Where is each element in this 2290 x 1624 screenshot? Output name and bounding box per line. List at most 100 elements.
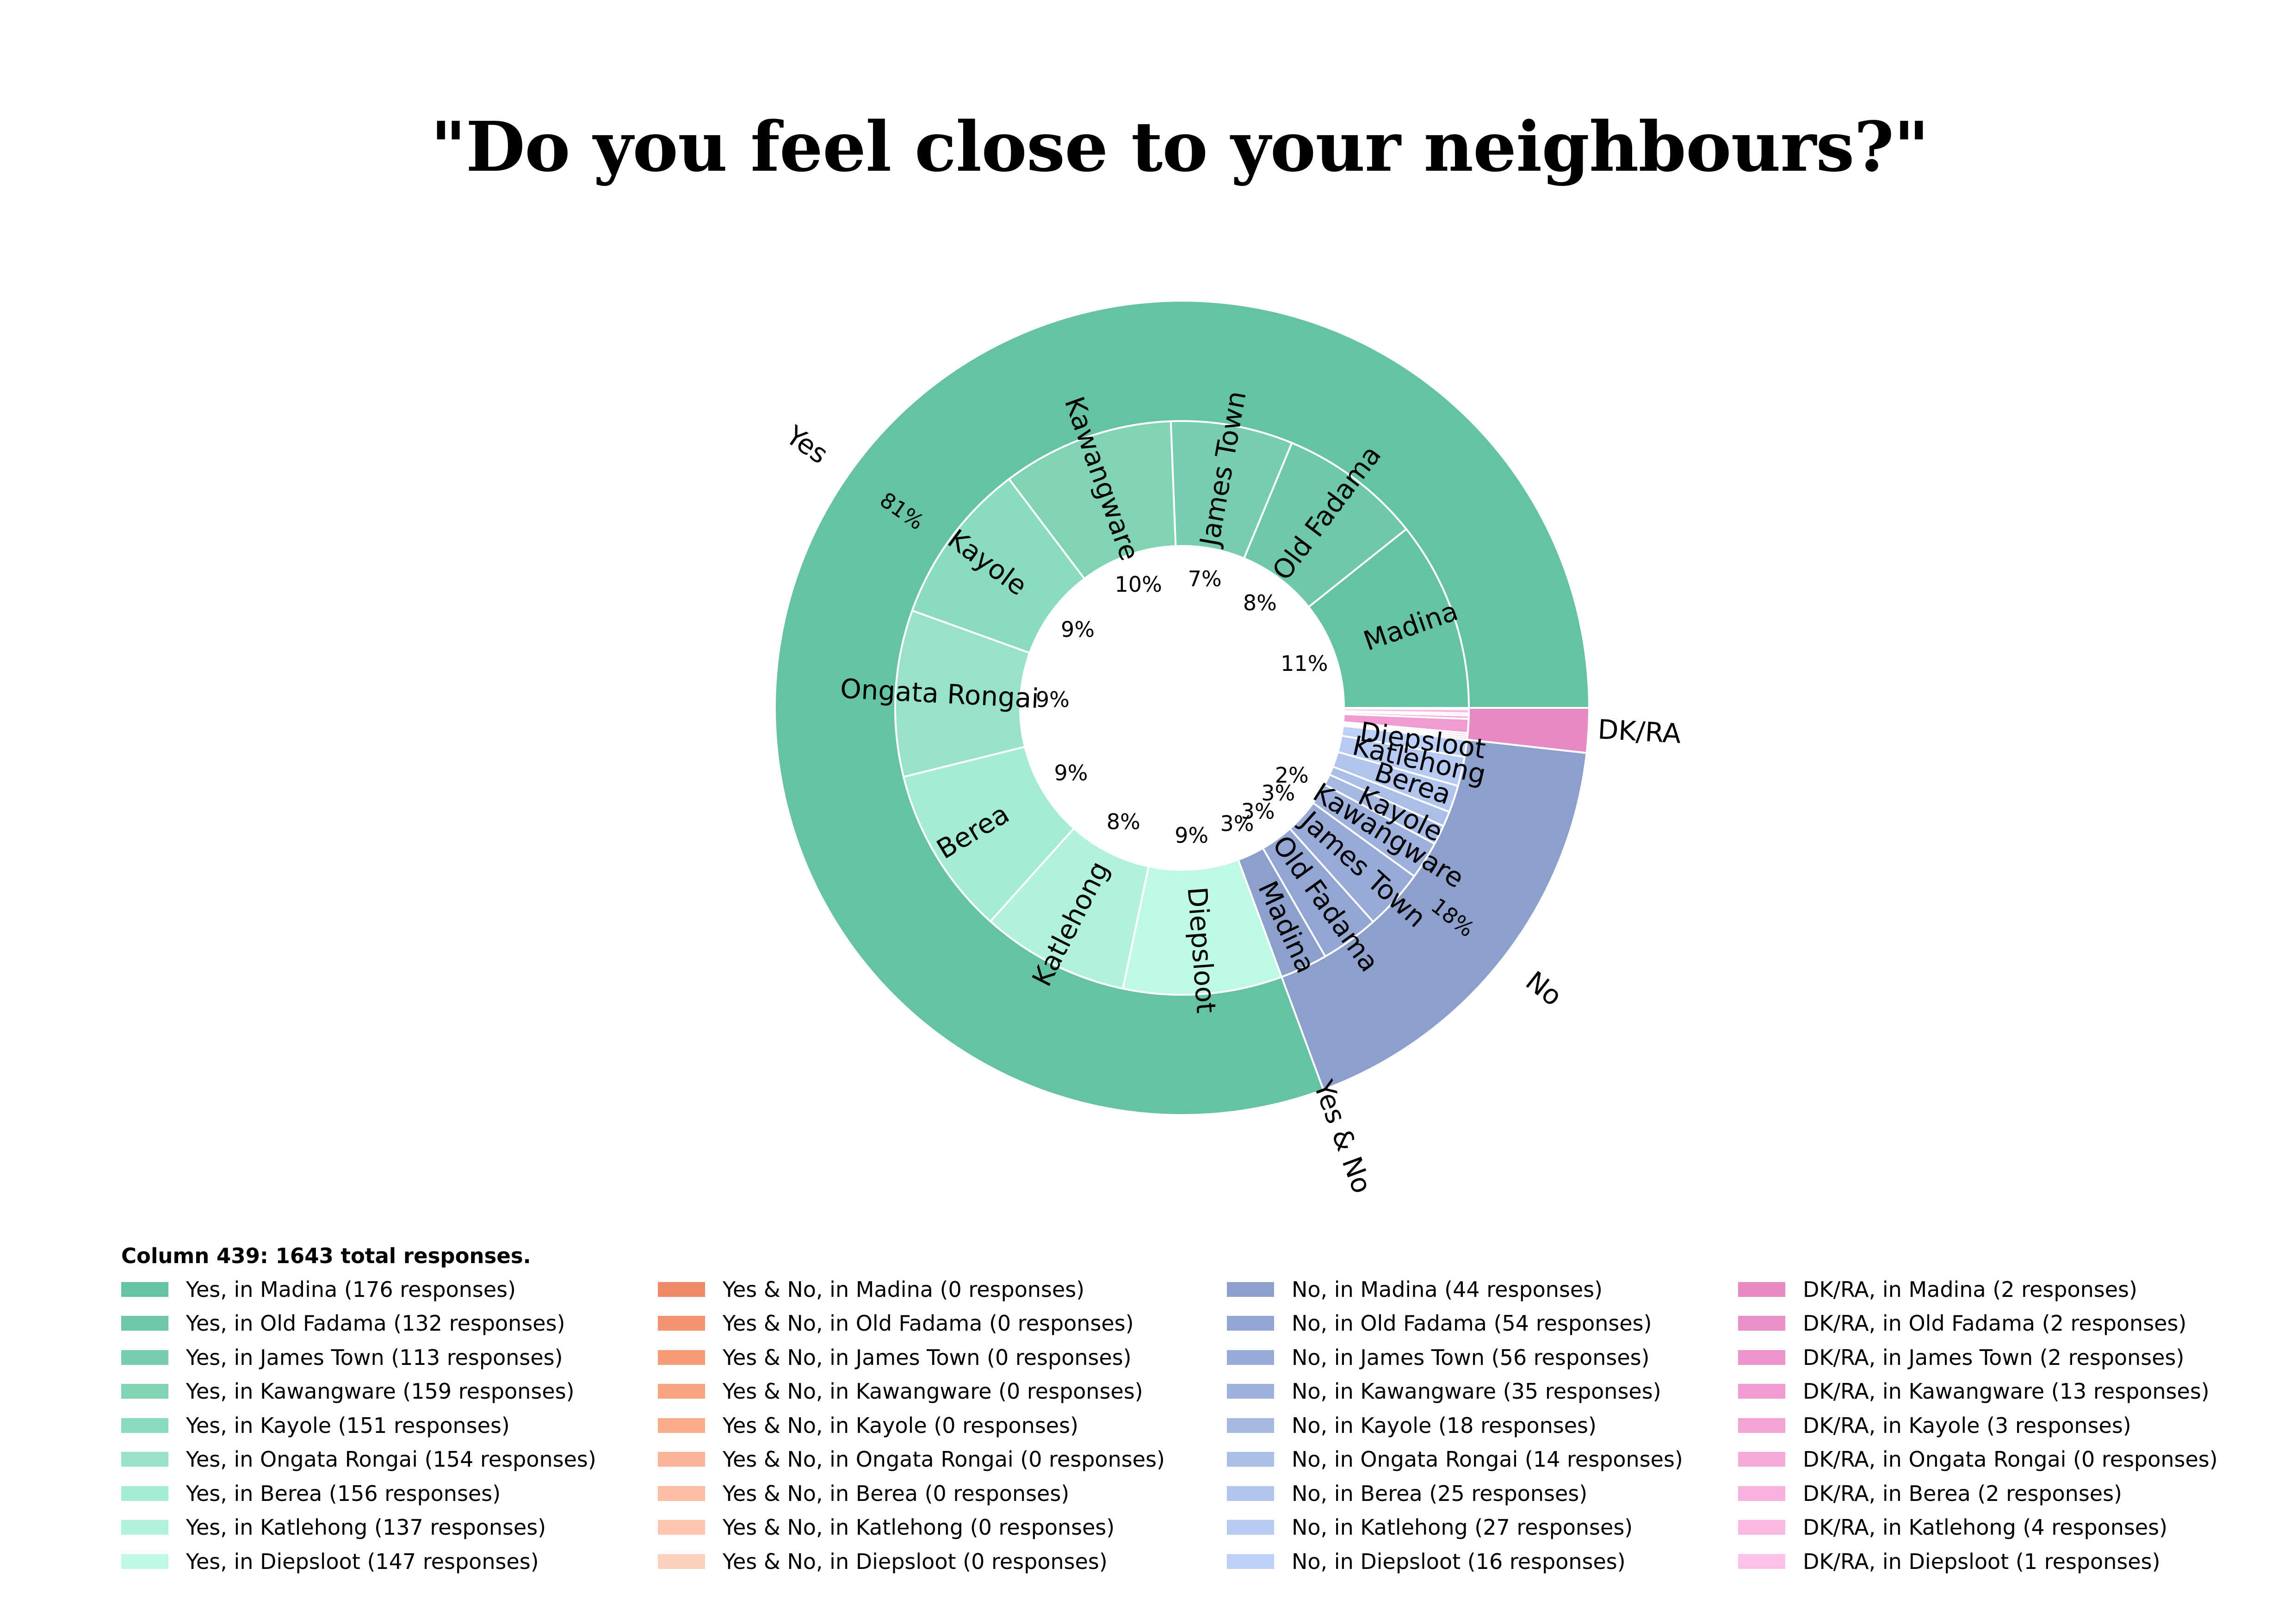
- legend-swatch: [1227, 1520, 1274, 1535]
- legend-label: Yes, in Ongata Rongai (154 responses): [186, 1447, 596, 1472]
- legend-item: Yes & No, in Ongata Rongai (0 responses): [658, 1443, 1204, 1477]
- legend-item: No, in Ongata Rongai (14 responses): [1227, 1443, 1773, 1477]
- group-label-yes: Yes: [780, 419, 834, 470]
- legend-swatch: [121, 1384, 168, 1399]
- legend-label: Yes & No, in James Town (0 responses): [723, 1345, 1132, 1370]
- legend-label: DK/RA, in Ongata Rongai (0 responses): [1803, 1447, 2218, 1472]
- outer-ring: [774, 300, 1591, 1116]
- legend-item: Yes, in Madina (176 responses): [121, 1272, 667, 1307]
- legend-item: DK/RA, in Madina (2 responses): [1738, 1272, 2284, 1307]
- legend-item: No, in Kayole (18 responses): [1227, 1408, 1773, 1443]
- legend-label: Yes & No, in Ongata Rongai (0 responses): [723, 1447, 1165, 1472]
- legend-swatch: [1738, 1486, 1785, 1501]
- legend-item: Yes & No, in Berea (0 responses): [658, 1476, 1204, 1511]
- legend-item: Yes, in Kayole (151 responses): [121, 1408, 667, 1443]
- legend-swatch: [1227, 1486, 1274, 1501]
- legend-item: Yes & No, in Kawangware (0 responses): [658, 1375, 1204, 1409]
- legend-swatch: [121, 1316, 168, 1331]
- legend-item: No, in Old Fadama (54 responses): [1227, 1307, 1773, 1341]
- legend-label: DK/RA, in Berea (2 responses): [1803, 1481, 2122, 1506]
- legend-label: No, in Katlehong (27 responses): [1292, 1515, 1633, 1540]
- legend-heading: Column 439: 1643 total responses.: [121, 1244, 531, 1268]
- legend-item: Yes & No, in Katlehong (0 responses): [658, 1511, 1204, 1545]
- legend-swatch: [121, 1452, 168, 1467]
- legend-item: Yes & No, in Old Fadama (0 responses): [658, 1307, 1204, 1341]
- legend-label: Yes & No, in Old Fadama (0 responses): [723, 1311, 1134, 1336]
- legend-label: No, in James Town (56 responses): [1292, 1345, 1650, 1370]
- legend-swatch: [1227, 1554, 1274, 1569]
- group-label-no: No: [1520, 965, 1568, 1012]
- legend-swatch: [1227, 1418, 1274, 1433]
- legend-swatch: [1227, 1316, 1274, 1331]
- legend-label: No, in Old Fadama (54 responses): [1292, 1311, 1652, 1336]
- legend-item: DK/RA, in Ongata Rongai (0 responses): [1738, 1443, 2284, 1477]
- legend-item: DK/RA, in Diepsloot (1 responses): [1738, 1544, 2284, 1579]
- legend-column-dk-ra: DK/RA, in Madina (2 responses) DK/RA, in …: [1738, 1272, 2284, 1579]
- legend-item: DK/RA, in Berea (2 responses): [1738, 1476, 2284, 1511]
- legend-swatch: [658, 1384, 705, 1399]
- inner-slice-yes-kawangware: [1008, 420, 1177, 580]
- legend-label: DK/RA, in Diepsloot (1 responses): [1803, 1549, 2160, 1574]
- legend-item: No, in Madina (44 responses): [1227, 1272, 1773, 1307]
- legend-label: Yes & No, in Berea (0 responses): [723, 1481, 1070, 1506]
- legend-item: Yes, in Kawangware (159 responses): [121, 1375, 667, 1409]
- inner-ring: [894, 420, 1470, 996]
- legend-column-no: No, in Madina (44 responses) No, in Old F…: [1227, 1272, 1773, 1579]
- legend-item: Yes, in Ongata Rongai (154 responses): [121, 1443, 667, 1477]
- legend-swatch: [121, 1520, 168, 1535]
- legend-label: Yes, in Old Fadama (132 responses): [186, 1311, 565, 1336]
- legend-swatch: [1738, 1350, 1785, 1365]
- legend-label: Yes & No, in Kayole (0 responses): [723, 1413, 1079, 1438]
- legend-label: Yes & No, in Diepsloot (0 responses): [723, 1549, 1108, 1574]
- legend-item: Yes & No, in James Town (0 responses): [658, 1340, 1204, 1375]
- legend-swatch: [658, 1418, 705, 1433]
- legend-item: Yes & No, in Diepsloot (0 responses): [658, 1544, 1204, 1579]
- legend-swatch: [1227, 1452, 1274, 1467]
- legend-item: DK/RA, in Kayole (3 responses): [1738, 1408, 2284, 1443]
- legend-item: Yes, in Old Fadama (132 responses): [121, 1307, 667, 1341]
- slice-percent-yes-diepsloot: 9%: [1175, 823, 1208, 848]
- legend-label: Yes, in Kawangware (159 responses): [186, 1379, 575, 1404]
- legend-swatch: [1738, 1452, 1785, 1467]
- legend-swatch: [121, 1350, 168, 1365]
- slice-percent-no-james-town: 3%: [1261, 781, 1295, 806]
- legend-item: No, in Diepsloot (16 responses): [1227, 1544, 1773, 1579]
- slice-percent-yes-katlehong: 8%: [1107, 809, 1140, 834]
- inner-slice-dk-ra-diepsloot: [1343, 707, 1470, 710]
- slice-percent-yes-kawangware: 10%: [1115, 572, 1162, 597]
- legend-item: No, in Katlehong (27 responses): [1227, 1511, 1773, 1545]
- legend-label: Yes, in Katlehong (137 responses): [186, 1515, 546, 1540]
- legend-swatch: [121, 1418, 168, 1433]
- legend-label: No, in Berea (25 responses): [1292, 1481, 1588, 1506]
- slice-percent-no-madina: 3%: [1220, 811, 1254, 836]
- legend-label: Yes, in James Town (113 responses): [186, 1345, 563, 1370]
- legend-label: Yes, in Kayole (151 responses): [186, 1413, 510, 1438]
- legend-swatch: [121, 1282, 168, 1297]
- legend-swatch: [1227, 1384, 1274, 1399]
- legend: Column 439: 1643 total responses. Yes, i…: [121, 1240, 2249, 1574]
- legend-swatch: [1738, 1418, 1785, 1433]
- slice-percent-yes-kayole: 9%: [1061, 617, 1095, 642]
- legend-item: DK/RA, in James Town (2 responses): [1738, 1340, 2284, 1375]
- legend-swatch: [1738, 1316, 1785, 1331]
- legend-label: No, in Ongata Rongai (14 responses): [1292, 1447, 1683, 1472]
- legend-swatch: [1738, 1520, 1785, 1535]
- legend-item: Yes & No, in Madina (0 responses): [658, 1272, 1204, 1307]
- legend-swatch: [658, 1486, 705, 1501]
- legend-label: DK/RA, in James Town (2 responses): [1803, 1345, 2185, 1370]
- legend-item: Yes & No, in Kayole (0 responses): [658, 1408, 1204, 1443]
- legend-swatch: [658, 1316, 705, 1331]
- legend-item: No, in James Town (56 responses): [1227, 1340, 1773, 1375]
- slice-percent-yes-berea: 9%: [1054, 761, 1088, 786]
- legend-swatch: [658, 1452, 705, 1467]
- slice-percent-no-old-fadama: 3%: [1241, 799, 1275, 824]
- chart-title: "Do you feel close to your neighbours?": [430, 106, 1930, 187]
- legend-label: DK/RA, in Madina (2 responses): [1803, 1277, 2137, 1302]
- legend-swatch: [121, 1486, 168, 1501]
- legend-item: DK/RA, in Kawangware (13 responses): [1738, 1375, 2284, 1409]
- legend-swatch: [658, 1282, 705, 1297]
- inner-slice-yes-madina: [1307, 527, 1470, 709]
- legend-item: No, in Kawangware (35 responses): [1227, 1375, 1773, 1409]
- legend-column-yes: Yes, in Madina (176 responses) Yes, in Ol…: [121, 1272, 667, 1579]
